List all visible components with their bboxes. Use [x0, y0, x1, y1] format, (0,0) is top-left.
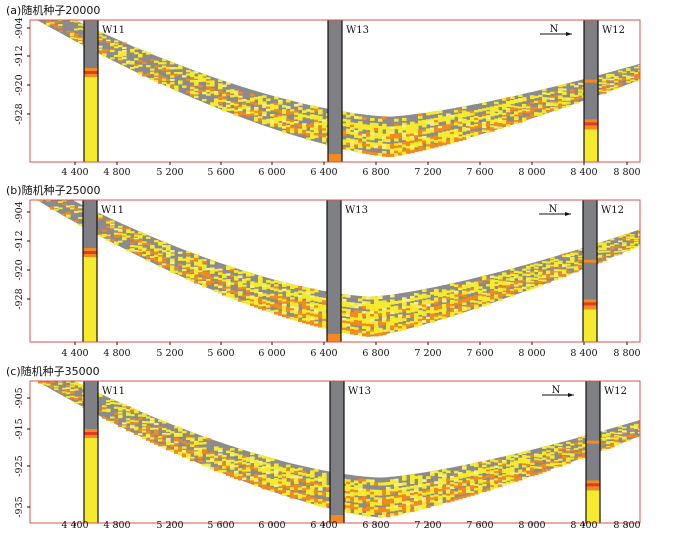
north-arrow: N: [542, 385, 574, 397]
x-tick-label: 7 600: [466, 348, 493, 359]
x-tick-label: 5 200: [156, 520, 183, 531]
well-label: W13: [348, 386, 371, 397]
x-tick-label: 4 400: [61, 167, 88, 178]
x-tick-label: 8 400: [570, 167, 597, 178]
x-tick-label: 8 800: [613, 348, 640, 359]
panel-2: W11 W13 W12 N (b)随机种子25000 -904 -912 -920 -928 4 …: [6, 183, 641, 359]
well-label: W12: [602, 25, 625, 36]
y-tick-label: -920: [14, 259, 25, 280]
well-label: W12: [604, 386, 627, 397]
y-tick-label: -928: [14, 103, 25, 124]
well-w11: W11: [83, 381, 125, 523]
x-tick-label: 7 600: [466, 520, 493, 531]
north-arrow: N: [539, 204, 571, 216]
panel-3: W11 W13 W12 N (c)随机种子35000 -905 -915 -925 -935 4 …: [6, 364, 641, 531]
well-w12: W12: [582, 200, 624, 342]
y-tick-label: -920: [14, 74, 25, 95]
north-label: N: [549, 204, 558, 215]
x-tick-label: 8 400: [570, 520, 597, 531]
x-tick-label: 4 400: [61, 348, 88, 359]
well-label: W12: [601, 205, 624, 216]
x-tick-label: 4 800: [103, 520, 130, 531]
well-w12: W12: [585, 381, 627, 523]
x-tick-label: 6 400: [310, 167, 337, 178]
y-tick-label: -904: [14, 201, 25, 222]
x-tick-label: 5 200: [156, 167, 183, 178]
y-tick-label: -904: [14, 17, 25, 38]
well-label: W11: [101, 205, 124, 216]
x-tick-label: 8 000: [518, 348, 545, 359]
y-tick-label: -925: [14, 455, 25, 476]
y-tick-label: -912: [14, 45, 25, 66]
x-tick-label: 7 200: [414, 520, 441, 531]
x-tick-label: 6 400: [310, 520, 337, 531]
x-tick-label: 4 400: [61, 520, 88, 531]
well-w11: W11: [83, 20, 125, 162]
x-tick-label: 7 600: [466, 167, 493, 178]
well-label: W11: [102, 25, 125, 36]
panel-title: (c)随机种子35000: [6, 364, 100, 378]
x-tick-label: 6 800: [362, 348, 389, 359]
north-label: N: [552, 385, 561, 396]
y-tick-label: -912: [14, 230, 25, 251]
x-tick-label: 5 600: [207, 167, 234, 178]
x-tick-label: 6 000: [258, 167, 285, 178]
y-tick-label: -935: [14, 496, 25, 517]
plot-frame: [29, 199, 641, 343]
panel-title: (a)随机种子20000: [6, 3, 100, 17]
x-tick-label: 6 800: [362, 520, 389, 531]
x-tick-label: 4 800: [103, 167, 130, 178]
x-tick-label: 8 400: [570, 348, 597, 359]
well-w12: W12: [583, 20, 625, 162]
panel-title: (b)随机种子25000: [6, 183, 101, 197]
plot-frame: [29, 19, 641, 163]
facies-band: [36, 381, 640, 519]
well-label: W13: [346, 25, 369, 36]
well-w11: W11: [82, 200, 124, 342]
plot-frame: [29, 380, 641, 524]
y-tick-label: -915: [14, 418, 25, 439]
north-label: N: [550, 24, 559, 35]
well-w13: W13: [326, 200, 368, 342]
x-tick-label: 8 000: [518, 520, 545, 531]
x-tick-label: 8 800: [613, 167, 640, 178]
x-tick-label: 5 600: [207, 348, 234, 359]
x-tick-label: 6 000: [258, 348, 285, 359]
well-label: W11: [102, 386, 125, 397]
well-label: W13: [345, 205, 368, 216]
north-arrow: N: [540, 24, 572, 36]
x-tick-label: 6 800: [362, 167, 389, 178]
x-tick-label: 8 800: [613, 520, 640, 531]
x-tick-label: 5 600: [207, 520, 234, 531]
x-tick-label: 8 000: [518, 167, 545, 178]
x-tick-label: 6 000: [258, 520, 285, 531]
well-w13: W13: [327, 20, 369, 162]
x-tick-label: 7 200: [414, 167, 441, 178]
facies-band: [36, 200, 640, 337]
y-tick-label: -905: [14, 387, 25, 408]
well-w13: W13: [329, 381, 371, 523]
panel-1: W11 W13 W12 N (a)随机种子20000-904 -912 -920 -928 4 …: [6, 3, 641, 178]
x-tick-label: 5 200: [156, 348, 183, 359]
x-tick-label: 6 400: [310, 348, 337, 359]
x-tick-label: 7 200: [414, 348, 441, 359]
y-tick-label: -928: [14, 288, 25, 309]
x-tick-label: 4 800: [103, 348, 130, 359]
